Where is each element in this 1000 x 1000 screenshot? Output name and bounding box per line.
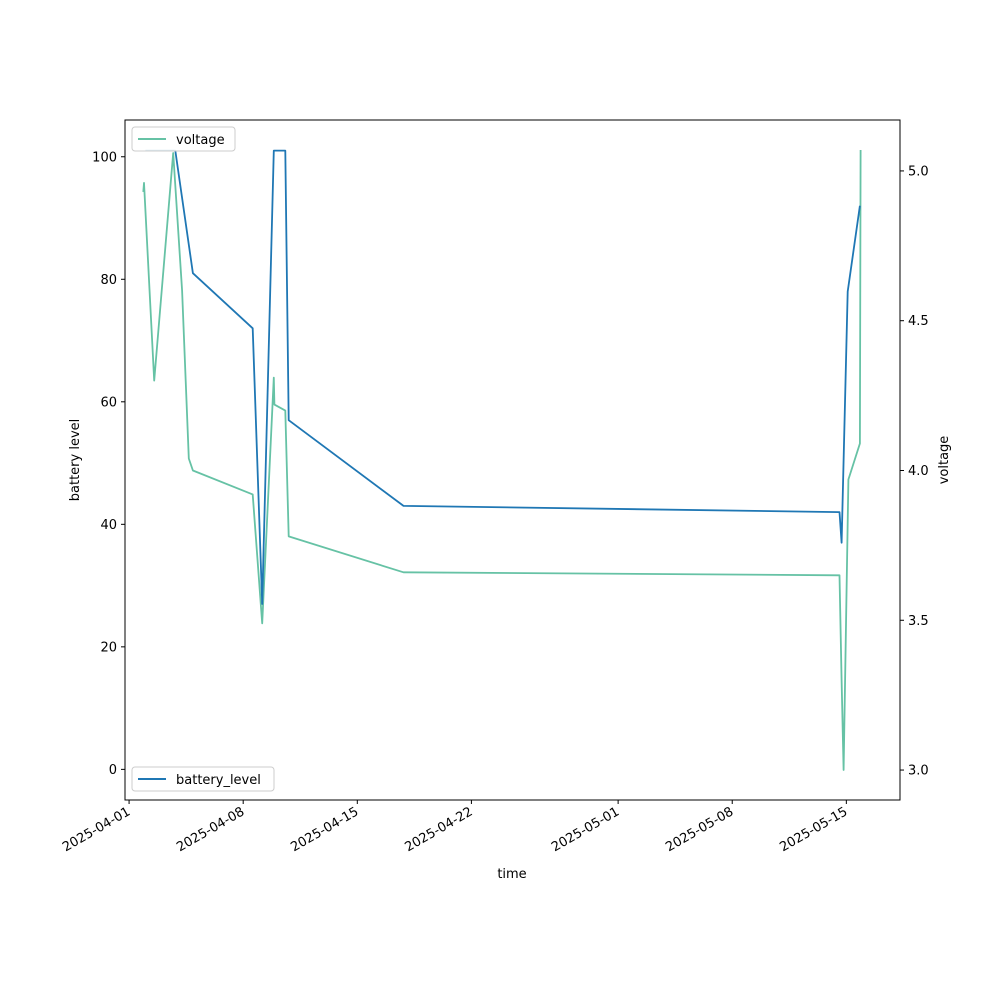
- legend-voltage: voltage: [131, 126, 236, 152]
- y-left-tick-label: 80: [100, 273, 117, 288]
- y-right-tick-label: 5.0: [908, 164, 929, 179]
- y-axis-left-label: battery level: [68, 419, 83, 502]
- y-left-tick-label: 20: [100, 640, 117, 655]
- y-left-tick-label: 0: [109, 763, 117, 778]
- y-axis-right-label: voltage: [937, 436, 952, 485]
- legend-label: voltage: [176, 133, 225, 148]
- series-line-battery_level: [145, 149, 861, 605]
- y-left-tick-label: 40: [100, 518, 117, 533]
- legend-box: [131, 126, 236, 152]
- y-right-tick-label: 3.5: [908, 614, 929, 629]
- y-left-tick-label: 100: [92, 150, 117, 165]
- y-left-tick-label: 60: [100, 395, 117, 410]
- legend-box: [131, 766, 275, 792]
- legend-battery_level: battery_level: [131, 766, 275, 792]
- series-line-voltage: [142, 149, 862, 771]
- y-right-tick-label: 4.0: [908, 464, 929, 479]
- legend-label: battery_level: [176, 773, 261, 788]
- plot-area: [142, 149, 862, 771]
- y-right-tick-label: 3.0: [908, 764, 929, 779]
- y-right-tick-label: 4.5: [908, 314, 929, 329]
- plot-frame: [124, 119, 901, 801]
- legends: battery_level voltage: [131, 126, 275, 792]
- x-axis-label: time: [497, 867, 526, 882]
